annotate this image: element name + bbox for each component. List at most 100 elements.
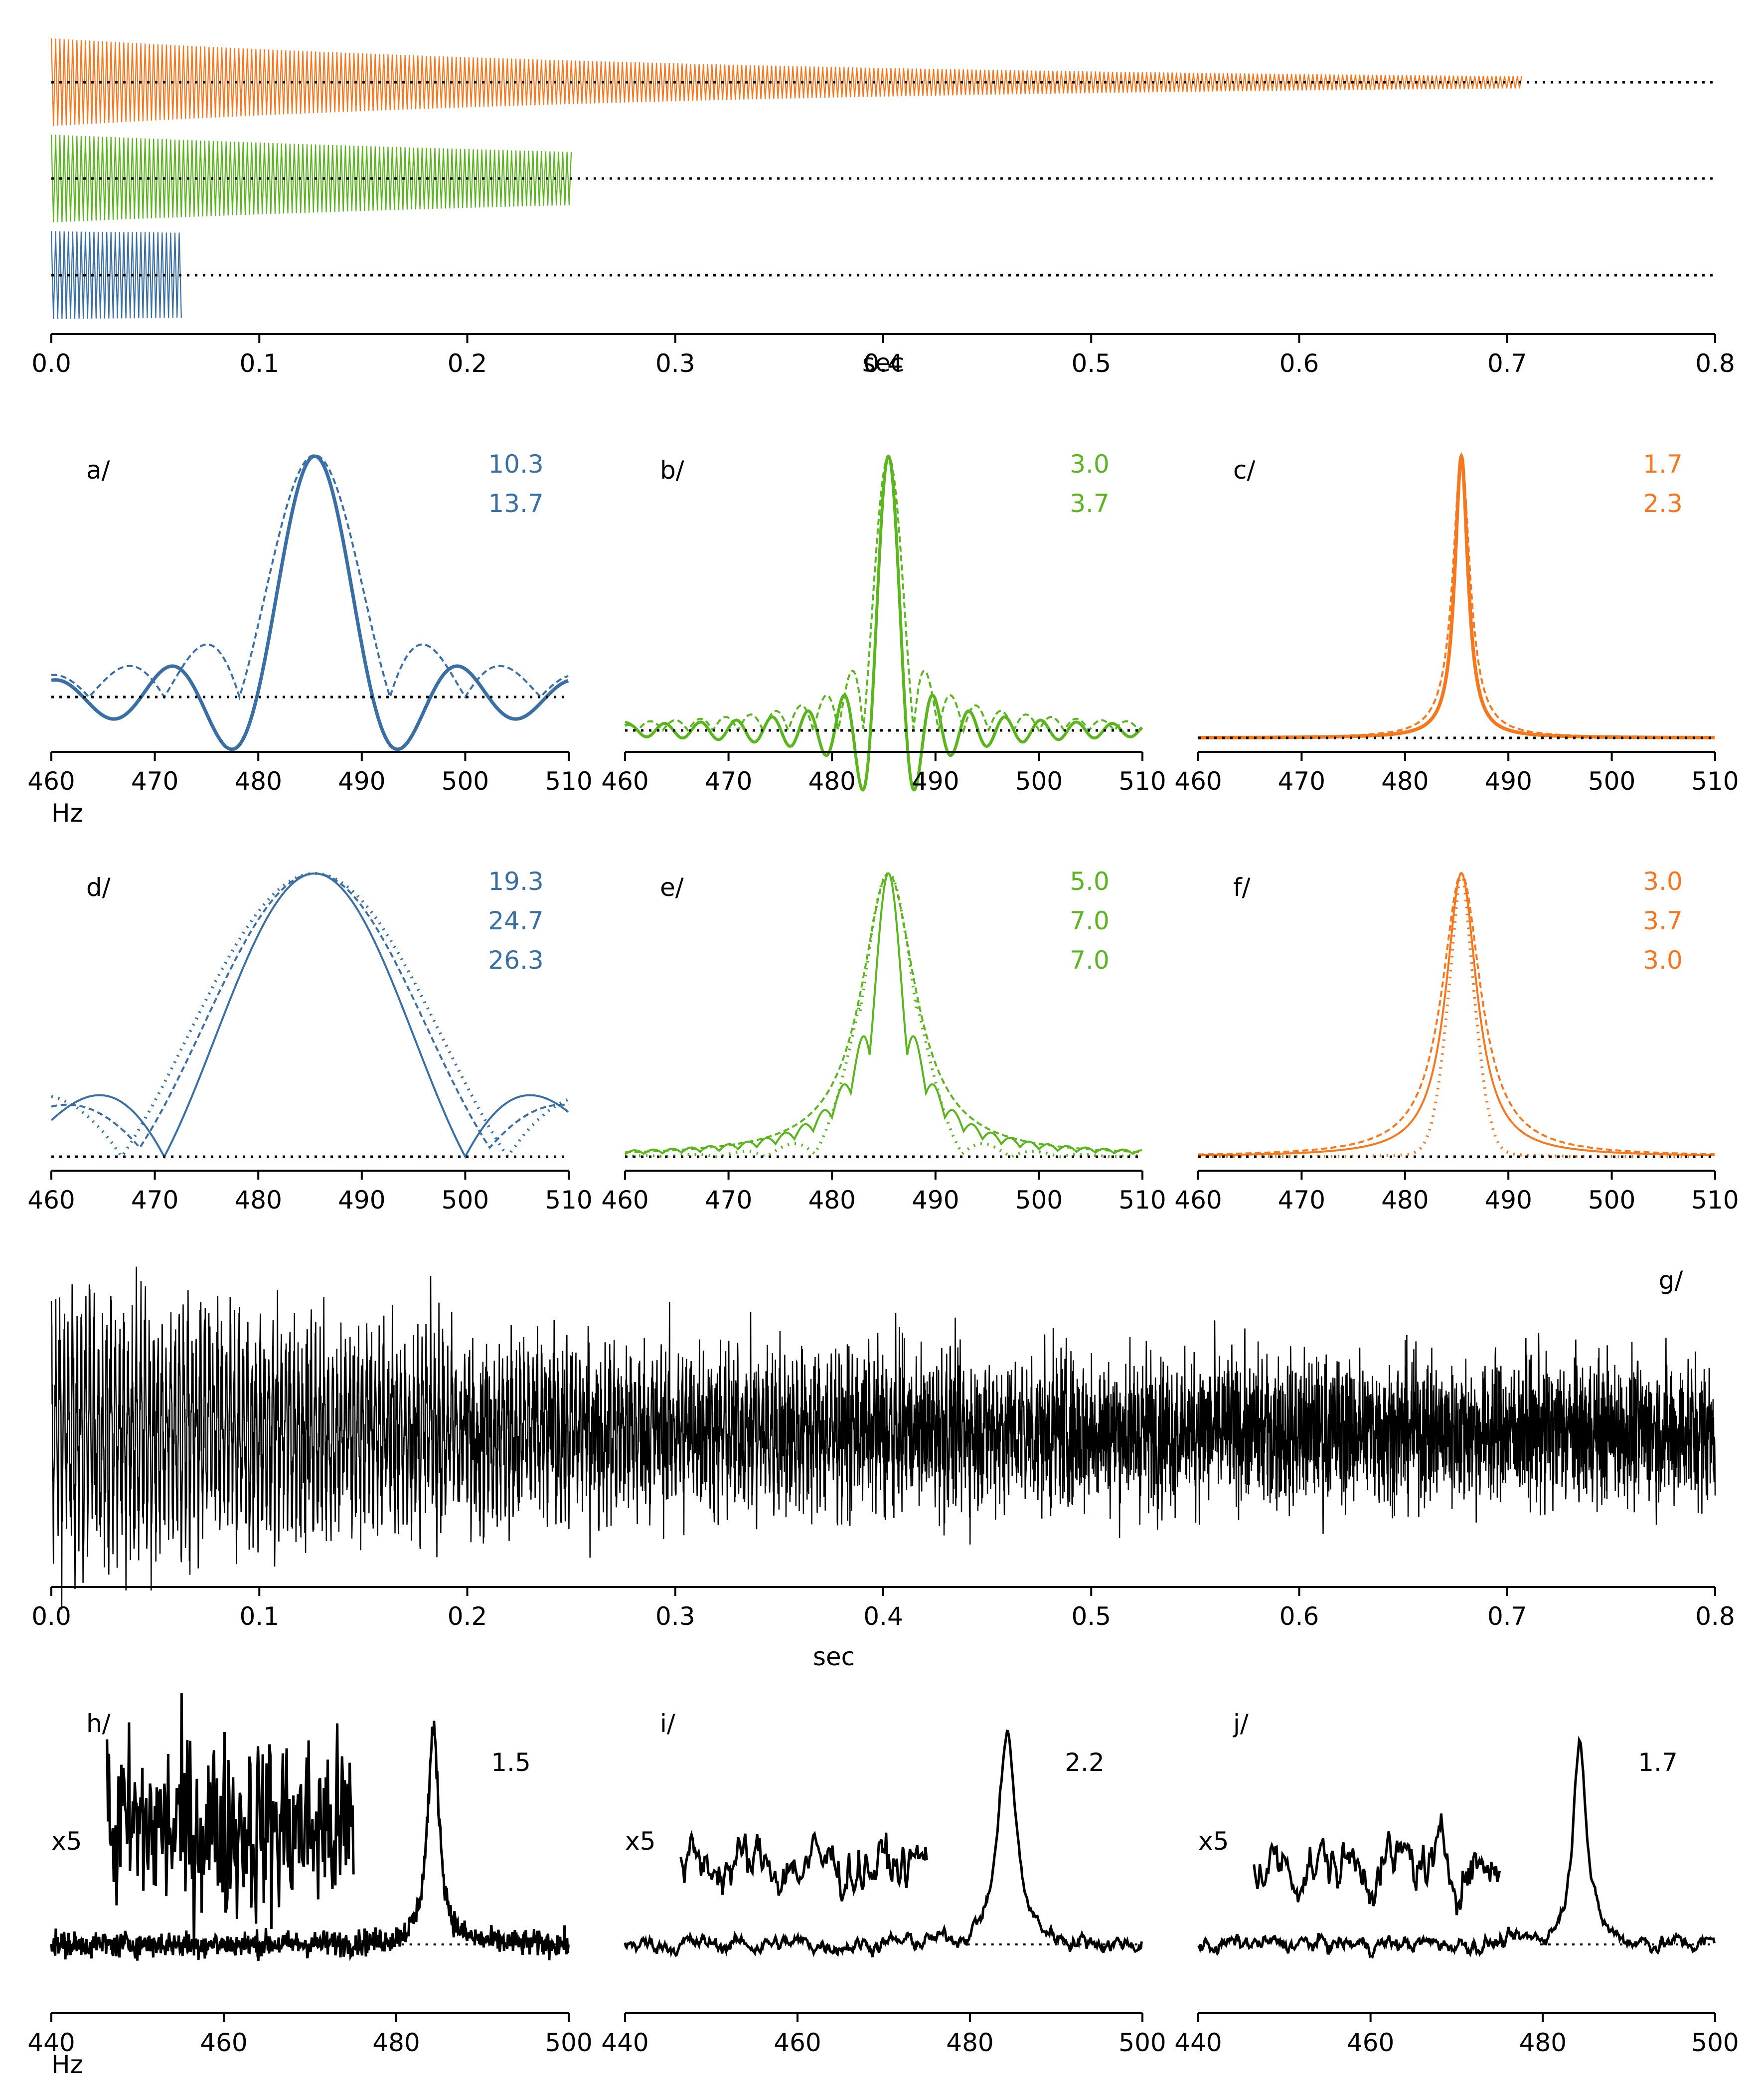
- annotation-value: 3.7: [1070, 489, 1110, 518]
- x-tick-label: 490: [912, 1186, 959, 1215]
- spectrum-dotted: [625, 872, 1142, 1159]
- x-tick-label: 480: [372, 2028, 420, 2057]
- annotation-value: 2.2: [1065, 1748, 1105, 1777]
- chart-panel-h: 440 460 480 500 h/1.5 x5 Hz: [27, 1693, 593, 2079]
- x-tick-label: 500: [545, 2028, 592, 2057]
- x-axis-label: Hz: [51, 799, 83, 828]
- spectrum-line: [50, 1721, 570, 1961]
- x-tick-label: 0.2: [448, 1602, 487, 1631]
- x-tick-label: 440: [27, 2028, 75, 2057]
- x-tick-label: 500: [1015, 1186, 1063, 1215]
- noisy-signal: [50, 1266, 1716, 1610]
- x-tick-label: 460: [27, 767, 75, 796]
- x-tick-label: 0.6: [1279, 349, 1319, 378]
- x-axis-label: sec: [862, 349, 904, 377]
- annotation-value: 7.0: [1070, 906, 1110, 935]
- x-axis-label: sec: [813, 1642, 855, 1671]
- x-tick-label: 0.5: [1071, 349, 1111, 378]
- x-tick-label: 440: [601, 2028, 648, 2057]
- x-tick-label: 510: [545, 1186, 592, 1215]
- panel-label-g: g/: [1659, 1266, 1683, 1295]
- x-tick-label: 500: [1588, 1186, 1635, 1215]
- annotation-value: 3.0: [1643, 946, 1683, 975]
- x-tick-label: 490: [338, 767, 385, 796]
- x-tick-label: 480: [808, 1186, 855, 1215]
- annotation-value: 24.7: [488, 906, 543, 935]
- annotation-value: 3.0: [1070, 450, 1110, 479]
- x-tick-label: 0.6: [1279, 1602, 1319, 1631]
- x-tick-label: 0.1: [239, 349, 279, 378]
- chart-panel-d: 460 470 480 490 500 510 d/19.3 24.7 26.3: [27, 867, 592, 1215]
- spectrum-dashed: [625, 872, 1142, 1154]
- x-tick-label: 0.0: [31, 349, 71, 378]
- chart-panel-e: 460 470 480 490 500 510 e/5.0 7.0 7.0: [601, 867, 1166, 1215]
- x-tick-label: 500: [442, 1186, 489, 1215]
- spectrum-dotted: [1198, 872, 1715, 1158]
- panel-label-d: d/: [86, 873, 111, 902]
- x-tick-label: 490: [1484, 767, 1532, 796]
- x-tick-label: 480: [1381, 767, 1429, 796]
- chart-panel-j: 440 460 480 500 j/1.7 x5: [1174, 1709, 1739, 2057]
- x-tick-label: 460: [1174, 1186, 1222, 1215]
- x-tick-label: 510: [545, 767, 592, 796]
- signal-orange: [50, 38, 1522, 126]
- x-tick-label: 490: [1484, 1186, 1532, 1215]
- x-tick-label: 460: [774, 2028, 821, 2057]
- chart-panel-b: 460 470 480 490 500 510 b/3.0 3.7: [601, 450, 1166, 796]
- inset-scale-label: x5: [625, 1827, 655, 1856]
- chart-panel-g: 0.0 0.1 0.2 0.3 0.4 0.5 0.6 0.7 0.8 g/sec: [31, 1266, 1735, 1671]
- annotation-value: 2.3: [1643, 489, 1683, 518]
- x-tick-label: 460: [27, 1186, 75, 1215]
- x-axis-label: Hz: [51, 2050, 83, 2079]
- x-tick-label: 0.4: [863, 1602, 903, 1631]
- x-tick-label: 480: [808, 767, 855, 796]
- panel-label-b: b/: [660, 456, 684, 485]
- spectrum-dotted: [51, 872, 569, 1159]
- spectrum-dashed: [1198, 872, 1715, 1156]
- x-tick-label: 470: [705, 767, 752, 796]
- panel-label-j: j/: [1233, 1709, 1249, 1738]
- x-tick-label: 480: [234, 1186, 282, 1215]
- annotation-value: 5.0: [1070, 867, 1110, 896]
- x-tick-label: 0.5: [1071, 1602, 1111, 1631]
- x-tick-label: 0.2: [448, 349, 487, 378]
- x-tick-label: 0.7: [1487, 349, 1527, 378]
- spectrum-dashed: [625, 455, 1143, 734]
- x-tick-label: 470: [705, 1186, 752, 1215]
- x-tick-label: 0.8: [1695, 1602, 1735, 1631]
- x-tick-label: 0.8: [1695, 349, 1735, 378]
- annotation-value: 3.0: [1643, 867, 1683, 896]
- x-tick-label: 480: [1519, 2028, 1567, 2057]
- annotation-value: 13.7: [488, 489, 543, 518]
- x-tick-label: 500: [1015, 767, 1063, 796]
- annotation-value: 1.5: [491, 1748, 531, 1777]
- annotation-value: 1.7: [1638, 1748, 1678, 1777]
- x-tick-label: 460: [200, 2028, 247, 2057]
- x-tick-label: 0.1: [239, 1602, 279, 1631]
- panel-label-i: i/: [660, 1709, 675, 1738]
- x-tick-label: 490: [912, 767, 959, 796]
- spectrum-solid: [1198, 452, 1715, 739]
- annotation-value: 26.3: [488, 946, 543, 975]
- x-tick-label: 510: [1118, 767, 1166, 796]
- annotation-value: 10.3: [488, 450, 543, 479]
- spectrum-solid: [624, 872, 1142, 1155]
- x-tick-label: 460: [1347, 2028, 1394, 2057]
- x-tick-label: 480: [234, 767, 282, 796]
- zoomed-noise-trace: [679, 1830, 928, 1902]
- zoomed-noise-trace: [1253, 1813, 1501, 1916]
- panel-label-e: e/: [660, 873, 684, 902]
- spectrum-solid: [624, 454, 1143, 792]
- panel-label-a: a/: [86, 456, 110, 485]
- panel-label-f: f/: [1233, 873, 1251, 902]
- x-tick-label: 480: [946, 2028, 993, 2057]
- x-tick-label: 510: [1691, 767, 1739, 796]
- x-tick-label: 470: [131, 1186, 178, 1215]
- spectrum-dashed: [51, 454, 569, 700]
- chart-panel-i: 440 460 480 500 i/2.2 x5: [601, 1709, 1166, 2057]
- x-tick-label: 460: [601, 767, 648, 796]
- panel-label-c: c/: [1233, 456, 1255, 485]
- signal-green: [50, 134, 572, 222]
- x-tick-label: 510: [1691, 1186, 1739, 1215]
